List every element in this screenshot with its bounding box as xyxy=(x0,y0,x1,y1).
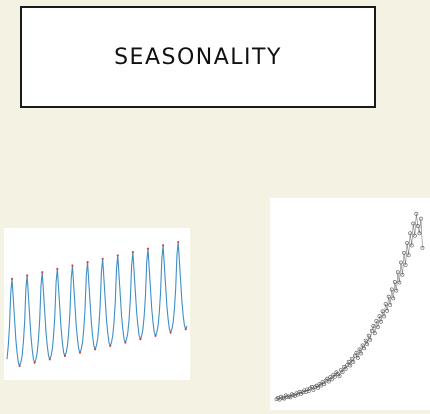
trend-point xyxy=(377,314,382,319)
trend-point xyxy=(340,370,345,374)
seasonal-line-chart xyxy=(6,240,188,368)
trend-point xyxy=(382,314,386,319)
trend-point xyxy=(365,342,370,347)
trend-point xyxy=(362,346,366,351)
trend-point xyxy=(397,280,402,285)
trend-point xyxy=(383,302,388,306)
trend-point xyxy=(372,331,377,336)
slide-title: SEASONALITY xyxy=(114,44,282,70)
trend-point xyxy=(354,350,359,355)
trend-point xyxy=(343,366,348,371)
trend-point xyxy=(349,356,354,361)
trend-point xyxy=(415,224,420,228)
seasonal-point xyxy=(169,331,172,334)
seasonal-point xyxy=(18,364,21,368)
seasonal-point xyxy=(131,250,134,254)
trend-point xyxy=(400,272,405,277)
seasonal-point xyxy=(71,264,74,267)
trend-point xyxy=(326,379,331,384)
seasonal-point xyxy=(63,354,66,358)
trend-point xyxy=(319,383,323,388)
trend-point xyxy=(371,324,376,328)
trend-point xyxy=(395,270,400,275)
trend-point xyxy=(329,377,334,382)
trend-point xyxy=(288,395,293,400)
seasonal-point xyxy=(109,344,112,347)
trend-point xyxy=(380,309,385,314)
trend-point xyxy=(282,396,287,401)
trend-point xyxy=(394,288,399,293)
trend-series-line xyxy=(276,213,423,401)
seasonal-point xyxy=(78,351,82,354)
seasonal-point xyxy=(48,358,51,361)
trend-point xyxy=(360,343,365,348)
trend-point xyxy=(369,328,374,333)
trend-point xyxy=(403,263,408,267)
trend-point xyxy=(386,294,391,299)
slide-title-box: SEASONALITY xyxy=(20,6,376,108)
trend-point xyxy=(379,319,383,324)
trend-point xyxy=(325,376,330,381)
trend-point xyxy=(316,385,320,390)
trend-point xyxy=(406,253,411,258)
trend-point xyxy=(405,241,410,245)
trend-point xyxy=(333,374,337,379)
trend-point xyxy=(420,246,425,250)
seasonal-point xyxy=(10,277,14,280)
trend-point xyxy=(366,333,371,338)
trend-point xyxy=(376,325,380,330)
trend-point xyxy=(337,374,342,378)
seasonal-point xyxy=(26,274,29,277)
seasonal-series-line xyxy=(6,241,188,368)
trend-point xyxy=(419,216,423,221)
trend-scatter-chart xyxy=(274,211,425,402)
seasonal-point xyxy=(41,271,44,274)
seasonal-point xyxy=(101,257,104,260)
seasonal-point xyxy=(146,247,150,250)
seasonal-point xyxy=(124,341,127,344)
trend-point xyxy=(277,397,282,402)
trend-point xyxy=(409,243,414,248)
trend-point xyxy=(346,359,351,364)
trend-point xyxy=(322,382,327,387)
seasonal-point xyxy=(94,348,97,351)
trend-point xyxy=(348,363,353,368)
trend-point xyxy=(392,280,397,284)
trend-point xyxy=(363,338,368,343)
trend-scatter-chart-panel xyxy=(270,198,430,410)
trend-point xyxy=(417,231,422,236)
trend-point xyxy=(368,337,373,342)
trend-point xyxy=(402,250,406,255)
trend-point xyxy=(280,396,285,401)
trend-point xyxy=(359,351,363,356)
seasonal-point xyxy=(56,267,59,270)
seasonal-point xyxy=(177,240,180,244)
trend-point xyxy=(408,231,413,236)
seasonal-point xyxy=(86,261,89,264)
trend-point xyxy=(374,319,379,323)
trend-point xyxy=(356,355,360,360)
trend-point xyxy=(357,347,362,352)
trend-point xyxy=(391,296,396,301)
seasonal-line-chart-panel xyxy=(4,228,190,380)
trend-point xyxy=(412,233,417,238)
seasonal-point xyxy=(184,328,187,331)
seasonal-point xyxy=(154,334,157,337)
seasonal-point xyxy=(161,244,165,247)
trend-point xyxy=(389,287,394,292)
seasonal-point xyxy=(33,361,36,364)
trend-point xyxy=(385,308,390,313)
trend-point xyxy=(414,211,419,216)
seasonal-point xyxy=(139,338,142,341)
trend-point xyxy=(352,353,357,358)
seasonal-point xyxy=(116,254,119,257)
trend-point xyxy=(388,303,393,307)
trend-point xyxy=(399,260,403,265)
trend-point xyxy=(411,221,416,226)
trend-point xyxy=(351,360,356,364)
